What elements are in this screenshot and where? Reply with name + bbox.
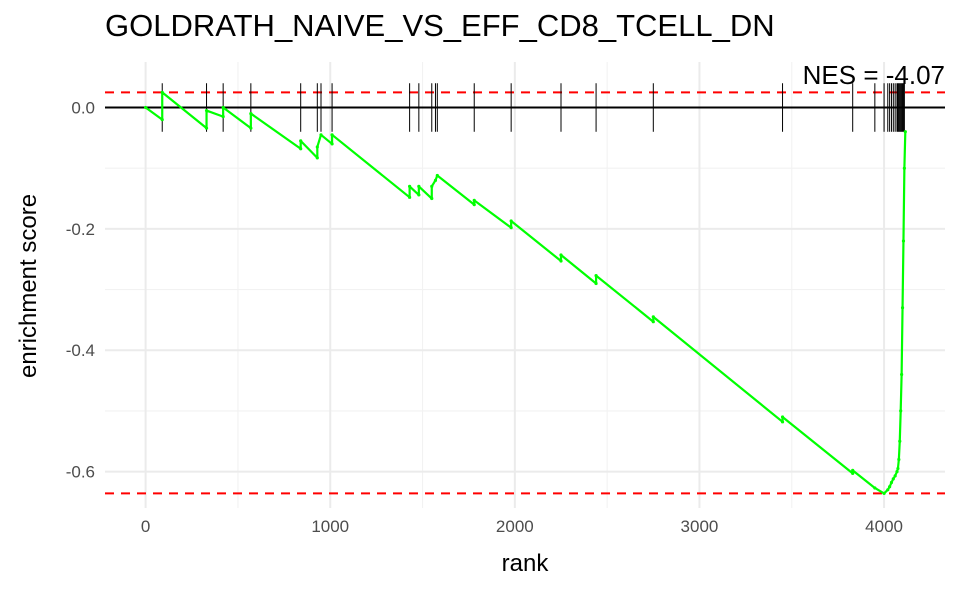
chart-title: GOLDRATH_NAIVE_VS_EFF_CD8_TCELL_DN (105, 8, 775, 43)
enrichment-point (895, 469, 899, 474)
enrichment-point (160, 118, 164, 122)
enrichment-point (851, 468, 855, 472)
enrichment-point (873, 486, 877, 490)
enrichment-point (249, 126, 253, 130)
enrichment-point (472, 198, 476, 202)
enrichment-point (417, 184, 421, 188)
enrichment-point (651, 315, 655, 319)
enrichment-point (780, 420, 785, 424)
enrichment-point (417, 193, 421, 197)
enrichment-point (901, 239, 906, 243)
enrichment-point (315, 156, 319, 160)
enrichment-point (430, 184, 434, 188)
x-tick-label: 2000 (496, 517, 534, 536)
enrichment-point (299, 147, 303, 151)
nes-annotation: NES = -4.07 (803, 60, 945, 90)
enrichment-point (221, 115, 225, 119)
enrichment-point (430, 196, 434, 201)
x-tick-label: 0 (141, 517, 150, 536)
enrichment-point (330, 142, 334, 146)
enrichment-curve (144, 90, 907, 496)
enrichment-point (903, 130, 907, 134)
y-axis-title: enrichment score (15, 194, 42, 378)
enrichment-point (204, 108, 209, 113)
y-tick-label: 0.0 (71, 99, 95, 118)
enrichment-point (472, 202, 476, 207)
y-tick-label: -0.4 (66, 341, 95, 360)
enrichment-point (896, 466, 900, 471)
enrichment-point (144, 105, 148, 110)
enrichment-point (888, 485, 892, 489)
enrichment-point (594, 281, 598, 286)
enrichment-point (249, 111, 253, 116)
x-tick-label: 1000 (311, 517, 349, 536)
enrichment-point (160, 90, 164, 94)
x-tick-labels: 0 1000 2000 3000 4000 (141, 517, 903, 536)
enrichment-point (408, 195, 412, 199)
enrichment-point (204, 126, 209, 130)
enrichment-point (559, 253, 563, 257)
enrichment-point (330, 133, 334, 137)
enrichment-point (893, 474, 897, 478)
enrichment-point (509, 226, 513, 230)
enrichment-point (900, 372, 904, 377)
y-tick-label: -0.6 (66, 463, 95, 482)
enrichment-point (408, 184, 412, 188)
enrichment-point (886, 488, 890, 492)
y-tick-label: -0.2 (66, 220, 95, 239)
enrichment-point (882, 491, 886, 496)
y-tick-labels: 0.0 -0.2 -0.4 -0.6 (66, 99, 95, 482)
enrichment-point (902, 166, 906, 170)
enrichment-point (559, 259, 563, 263)
x-tick-label: 3000 (681, 517, 719, 536)
enrichment-point (221, 105, 225, 110)
enrichment-point (891, 477, 895, 481)
enrichment-point (299, 139, 303, 143)
enrichment-point (315, 145, 319, 149)
enrichment-point (851, 471, 855, 476)
enrichment-point (319, 133, 323, 137)
x-tick-label: 4000 (865, 517, 903, 536)
grid-lines (105, 62, 945, 508)
enrichment-point (651, 320, 655, 324)
enrichment-point (433, 178, 438, 182)
enrichment-point (897, 457, 901, 462)
enrichment-point (509, 219, 513, 223)
threshold-lines (105, 91, 945, 495)
enrichment-point (899, 409, 903, 413)
enrichment-point (889, 480, 894, 485)
enrichment-point (594, 273, 598, 278)
x-axis-title: rank (502, 550, 550, 577)
enrichment-point (900, 306, 905, 310)
enrichment-point (780, 415, 785, 419)
enrichment-point (435, 173, 439, 178)
enrichment-point (898, 439, 902, 443)
